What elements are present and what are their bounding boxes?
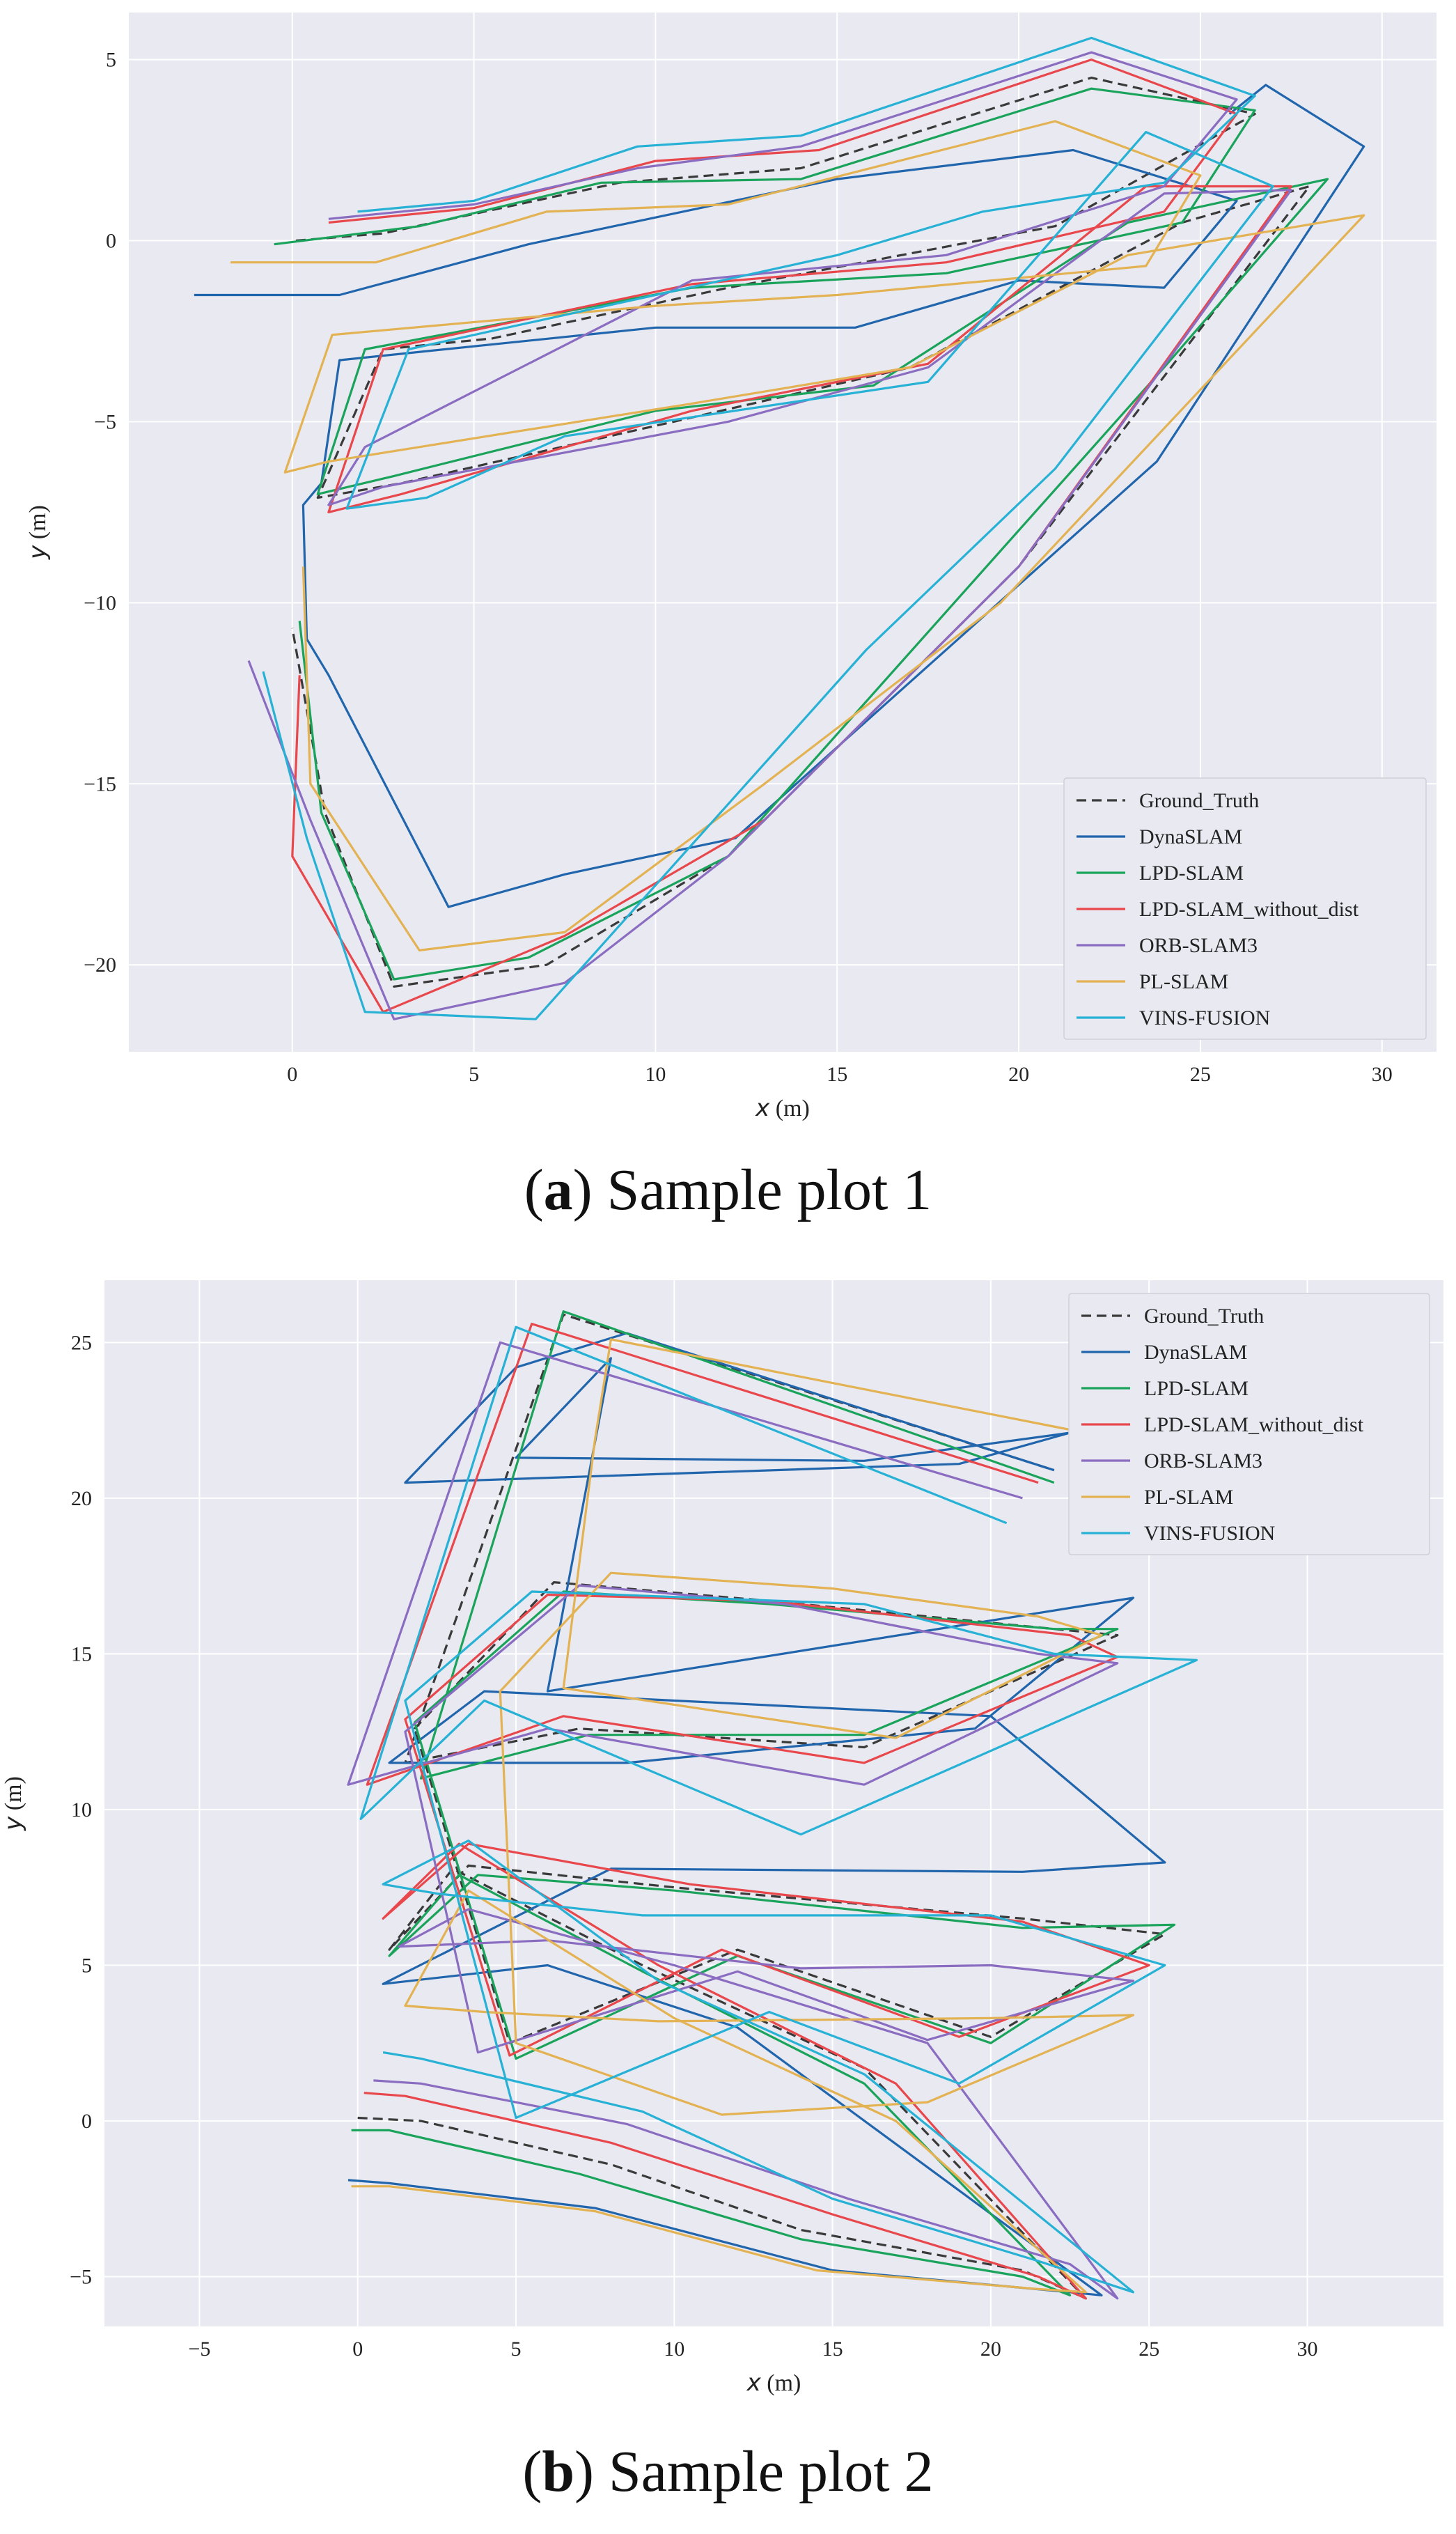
x-tick-label: 15 xyxy=(822,2338,843,2361)
caption-a-text: Sample plot 1 xyxy=(592,1158,932,1222)
x-axis-label: x (m) xyxy=(755,1094,810,1122)
y-tick-label: 0 xyxy=(106,230,116,253)
y-tick-label: 25 xyxy=(71,1331,92,1354)
y-tick-label: 0 xyxy=(81,2110,92,2133)
y-tick-label: −5 xyxy=(94,410,116,433)
legend-entry: PL-SLAM xyxy=(1144,1486,1233,1509)
x-tick-label: 0 xyxy=(287,1063,297,1086)
x-tick-label: 20 xyxy=(980,2338,1001,2361)
series-line-pl-slam xyxy=(351,1338,1135,2294)
series-line-vins-fusion xyxy=(359,1326,1198,2294)
x-tick-label: 25 xyxy=(1190,1063,1211,1086)
legend: Ground_Truth DynaSLAM LPD-SLAM LPD-SLAM_wit… xyxy=(1068,1293,1430,1555)
series-line-pl-slam xyxy=(230,120,1365,952)
y-tick-label: 20 xyxy=(71,1487,92,1510)
legend-box xyxy=(1068,1293,1430,1555)
legend-entry: LPD-SLAM_without_dist xyxy=(1139,898,1359,921)
series-line-lpd-slam xyxy=(351,1310,1176,2296)
x-tick-label: 5 xyxy=(469,1063,479,1086)
legend-entry: ORB-SLAM3 xyxy=(1144,1449,1262,1472)
y-tick-label: 5 xyxy=(81,1954,92,1977)
x-axis-label: x (m) xyxy=(746,2369,801,2397)
y-tick-label: −20 xyxy=(84,954,116,977)
legend-entry: DynaSLAM xyxy=(1139,825,1242,848)
series-line-lpd-slam-without-dist xyxy=(291,58,1292,1013)
y-tick-label: −15 xyxy=(84,772,116,795)
caption-a-letter: a xyxy=(543,1158,573,1222)
legend-entry: VINS-FUSION xyxy=(1139,1006,1270,1029)
x-tick-label: 15 xyxy=(827,1063,847,1086)
x-tick-label: 30 xyxy=(1372,1063,1393,1086)
y-tick-label: 5 xyxy=(106,49,116,72)
y-tick-label: 10 xyxy=(71,1798,92,1821)
caption-b-text: Sample plot 2 xyxy=(594,2439,934,2504)
x-tick-label: 5 xyxy=(510,2338,521,2361)
legend-box xyxy=(1063,777,1427,1040)
plot-a: 0 5 10 15 20 25 30 5 0 −5 −10 −15 −20 x (m) y (m) Groun… xyxy=(24,13,1437,1122)
caption-b-letter: b xyxy=(542,2439,575,2504)
x-tick-label: 10 xyxy=(664,2338,684,2361)
y-axis-label: y (m) xyxy=(24,505,52,560)
legend-entry: Ground_Truth xyxy=(1144,1305,1264,1328)
x-tick-label: −5 xyxy=(188,2338,210,2361)
legend-entry: ORB-SLAM3 xyxy=(1139,934,1258,957)
series-line-orb-slam3 xyxy=(247,51,1292,1020)
series-line-ground-truth xyxy=(291,76,1311,988)
legend-entry: DynaSLAM xyxy=(1144,1341,1247,1364)
caption-a: (a) Sample plot 1 xyxy=(524,1158,932,1222)
legend-entry: PL-SLAM xyxy=(1139,970,1228,993)
x-tick-label: 0 xyxy=(352,2338,363,2361)
plot-b: −5 0 5 10 15 20 25 30 25 20 15 10 5 0 −5 x (m) y (m) Grou… xyxy=(0,1280,1443,2397)
legend-entry: VINS-FUSION xyxy=(1144,1522,1275,1545)
x-tick-label: 10 xyxy=(645,1063,666,1086)
caption-b: (b) Sample plot 2 xyxy=(522,2439,934,2504)
legend: Ground_Truth DynaSLAM LPD-SLAM LPD-SLAM_wit… xyxy=(1063,777,1427,1040)
series-line-vins-fusion xyxy=(262,36,1274,1020)
y-tick-label: −5 xyxy=(70,2265,92,2288)
x-tick-label: 20 xyxy=(1008,1063,1029,1086)
series-line-lpd-slam-without-dist xyxy=(363,1322,1150,2300)
x-tick-label: 25 xyxy=(1138,2338,1159,2361)
x-tick-label: 30 xyxy=(1297,2338,1318,2361)
legend-entry: LPD-SLAM_without_dist xyxy=(1144,1413,1364,1436)
legend-entry: LPD-SLAM xyxy=(1139,862,1244,885)
series-line-dynaslam xyxy=(194,84,1365,908)
y-tick-label: −10 xyxy=(84,591,116,614)
legend-entry: LPD-SLAM xyxy=(1144,1377,1248,1400)
y-axis-label: y (m) xyxy=(0,1776,27,1831)
y-tick-label: 15 xyxy=(71,1642,92,1665)
legend-entry: Ground_Truth xyxy=(1139,789,1259,812)
